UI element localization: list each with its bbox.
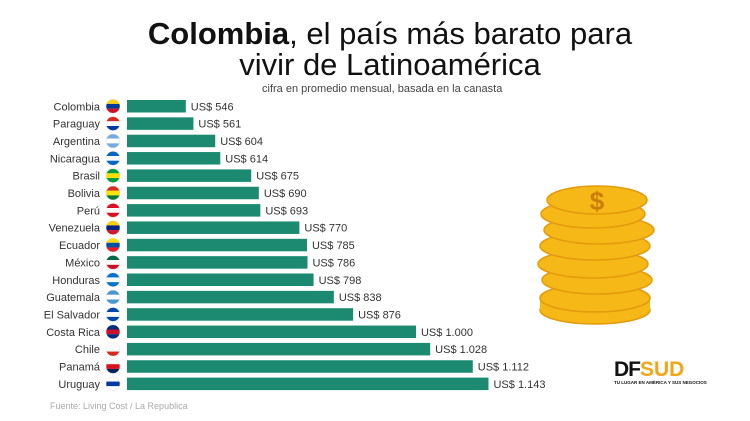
bar [127, 342, 431, 356]
category-label: Paraguay [53, 119, 101, 131]
category-label: Brasil [72, 171, 100, 183]
flag-icon [105, 168, 121, 183]
category-label: México [65, 257, 100, 269]
value-label: US$ 690 [264, 188, 307, 200]
flag-icon [105, 341, 121, 357]
bar [127, 134, 216, 148]
value-label: US$ 798 [319, 275, 362, 287]
value-label: US$ 675 [256, 171, 299, 183]
value-label: US$ 770 [304, 223, 347, 235]
category-label: Chile [75, 344, 100, 356]
flag-icon [105, 307, 121, 322]
bar [127, 360, 473, 373]
svg-text:$: $ [590, 186, 605, 216]
dfsud-logo: DFSUD TU LUGAR EN AMÉRICA Y SUS NEGOCIOS [614, 358, 707, 385]
flag-icon [105, 151, 121, 166]
bar [127, 169, 252, 182]
source-note: Fuente: Living Cost / La Republica [50, 401, 188, 411]
bar [127, 256, 308, 269]
chart-title: Colombia, el país más barato para vivir … [0, 18, 750, 80]
category-label: Colombia [54, 101, 101, 113]
category-label: Venezuela [49, 223, 101, 235]
bar [127, 100, 186, 113]
category-label: Guatemala [46, 292, 101, 304]
category-label: Panamá [59, 362, 101, 374]
value-label: US$ 876 [358, 309, 401, 321]
flag-icon [105, 203, 121, 218]
category-label: Uruguay [58, 379, 100, 391]
bar [127, 325, 416, 339]
value-label: US$ 1.028 [435, 344, 487, 356]
bar [127, 290, 334, 304]
flag-icon [105, 220, 121, 235]
category-label: Costa Rica [46, 327, 101, 339]
value-label: US$ 546 [191, 101, 234, 113]
flag-icon [105, 116, 121, 131]
flag-icon [105, 99, 121, 114]
flag-icon [105, 324, 121, 340]
bar [127, 273, 314, 286]
bar [127, 117, 194, 130]
value-label: US$ 1.143 [493, 379, 545, 391]
flag-icon [105, 376, 121, 392]
bar [127, 238, 307, 252]
title-rest: , el país más barato para [289, 16, 633, 51]
value-label: US$ 1.000 [421, 327, 473, 339]
category-label: Bolivia [68, 188, 101, 200]
category-label: Ecuador [59, 240, 100, 252]
flag-icon [105, 185, 121, 201]
bar [127, 204, 261, 217]
value-label: US$ 1.112 [478, 362, 529, 374]
bar [127, 308, 354, 321]
category-label: Nicaragua [50, 153, 101, 165]
value-label: US$ 561 [198, 119, 241, 131]
chart-subtitle: cifra en promedio mensual, basada en la … [262, 83, 503, 95]
value-label: US$ 785 [312, 240, 355, 252]
bar [127, 377, 489, 391]
category-label: El Salvador [44, 309, 101, 321]
coins-stack-icon: $ [537, 185, 655, 325]
title-line2: vivir de Latinoamérica [239, 47, 541, 82]
bar [127, 221, 300, 234]
category-label: Perú [77, 205, 100, 217]
flag-icon [105, 237, 121, 253]
flag-icon [105, 272, 121, 287]
flag-icon [105, 289, 121, 305]
flag-icon [105, 359, 121, 374]
value-label: US$ 838 [339, 292, 382, 304]
bar [127, 152, 221, 165]
flag-icon [105, 255, 121, 270]
category-label: Argentina [53, 136, 101, 148]
value-label: US$ 786 [312, 257, 355, 269]
title-bold: Colombia [147, 16, 290, 51]
value-label: US$ 614 [225, 153, 268, 165]
category-label: Honduras [52, 275, 100, 287]
flag-icon [105, 133, 121, 149]
value-label: US$ 693 [265, 205, 308, 217]
bar [127, 186, 259, 200]
value-label: US$ 604 [220, 136, 263, 148]
